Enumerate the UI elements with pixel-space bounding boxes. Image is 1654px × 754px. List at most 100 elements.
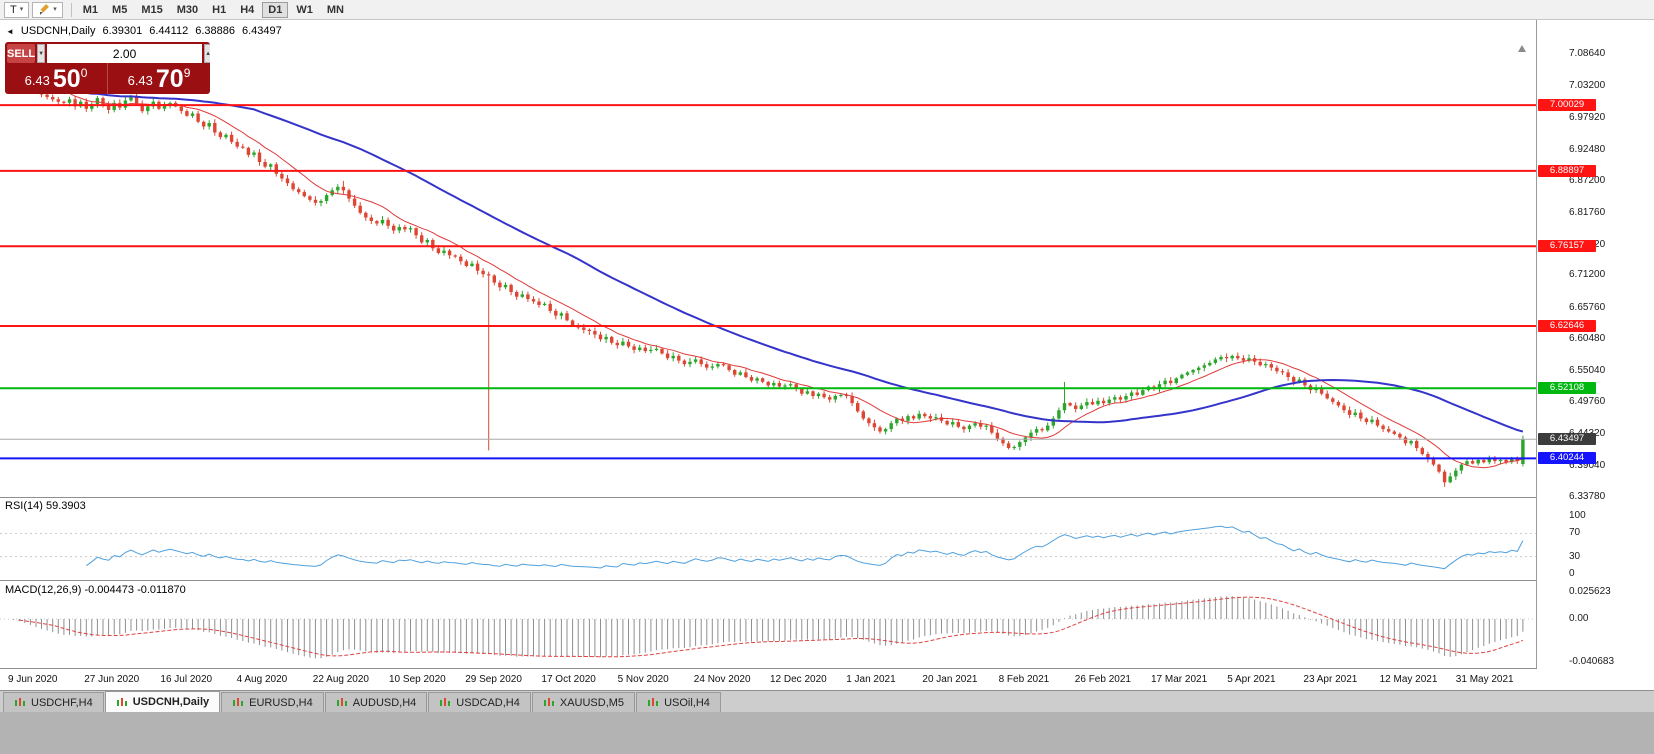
- price-axis-label: 6.55040: [1569, 364, 1606, 376]
- chart-tab-eurusd-h4[interactable]: EURUSD,H4: [221, 692, 324, 712]
- chart-icon: [232, 697, 244, 708]
- date-axis-label: 29 Sep 2020: [465, 674, 522, 685]
- ask-point: 9: [183, 66, 191, 80]
- macd-axis-label: 0.025623: [1569, 585, 1611, 597]
- date-axis-label: 17 Mar 2021: [1151, 674, 1208, 685]
- chart-icon: [439, 697, 451, 708]
- high-value: 6.44112: [149, 25, 189, 37]
- chart-tab-label: USDCHF,H4: [31, 696, 93, 709]
- price-axis-label: 6.65760: [1569, 301, 1606, 313]
- macd-panel[interactable]: [0, 581, 1536, 668]
- low-value: 6.38886: [195, 25, 235, 37]
- date-axis-label: 12 May 2021: [1379, 674, 1438, 685]
- timeframe-button-m1[interactable]: M1: [82, 3, 99, 16]
- symbol-period-label: USDCNH,Daily: [20, 25, 96, 37]
- date-axis-label: 16 Jul 2020: [160, 674, 213, 685]
- ask-pips: 70: [155, 65, 184, 93]
- price-axis-label: 6.49760: [1569, 396, 1606, 408]
- timeframe-button-w1[interactable]: W1: [296, 3, 313, 16]
- one-click-trading-panel: SELL ▼ ▲ BUY 6.43 50 0 6.43 70 9: [5, 42, 210, 94]
- rsi-label: RSI(14) 59.3903: [5, 500, 86, 512]
- price-axis-label: 6.87200: [1569, 174, 1606, 186]
- hline-price-badge: 6.88897: [1538, 164, 1596, 177]
- price-axis-label: 6.97920: [1569, 111, 1606, 123]
- timeframe-button-m15[interactable]: M15: [141, 3, 163, 16]
- timeframe-button-mn[interactable]: MN: [326, 3, 344, 16]
- chart-icon: [336, 697, 348, 708]
- timeframe-button-m30[interactable]: M30: [176, 3, 199, 16]
- chart-tab-label: AUDUSD,H4: [352, 696, 417, 709]
- ask-price[interactable]: 6.43 70 9: [108, 63, 210, 94]
- macd-axis-label: -0.040683: [1569, 656, 1615, 668]
- chart-tab-label: USOil,H4: [664, 696, 710, 709]
- price-axis-label: 6.33780: [1569, 490, 1606, 502]
- date-axis-label: 1 Jan 2021: [846, 674, 896, 685]
- price-axis-label: 7.08640: [1569, 48, 1606, 60]
- timeframe-button-h1[interactable]: H1: [212, 3, 227, 16]
- panel-separator[interactable]: [0, 497, 1654, 498]
- timeframe-button-d1[interactable]: D1: [262, 1, 289, 18]
- timeframe-button-h4[interactable]: H4: [240, 3, 255, 16]
- close-value: 6.43497: [241, 25, 282, 37]
- chart-icon: [14, 697, 26, 708]
- chart-tab-label: USDCNH,Daily: [132, 696, 210, 708]
- macd-axis-label: 0.00: [1569, 613, 1589, 624]
- cursor-tool-button[interactable]: T ▾: [4, 1, 30, 18]
- date-axis-label: 12 Dec 2020: [770, 674, 827, 685]
- chart-tab-bar: USDCHF,H4 USDCNH,Daily EURUSD,H4 AUDUSD,H4 U…: [0, 690, 1654, 712]
- price-axis-label: 6.60480: [1569, 332, 1606, 344]
- timeframe-group: M1 M5 M15 M30 H1 H4 D1 W1 MN: [77, 1, 350, 18]
- chart-icon: [116, 697, 128, 708]
- chart-tab-usoil-h4[interactable]: USOil,H4: [636, 692, 721, 712]
- chart-tab-audusd-h4[interactable]: AUDUSD,H4: [324, 692, 428, 712]
- bid-base: 6.43: [24, 73, 50, 88]
- chevron-down-icon: ▾: [53, 6, 57, 13]
- main-chart[interactable]: [0, 20, 1536, 497]
- ohlc-header: ◄ USDCNH,Daily 6.39301 6.44112 6.38886 6…: [6, 25, 282, 37]
- back-arrow-icon[interactable]: ◄: [6, 26, 14, 36]
- draw-tool-button[interactable]: ▾: [32, 1, 63, 18]
- sell-button[interactable]: SELL: [7, 44, 36, 63]
- panel-separator[interactable]: [0, 580, 1654, 581]
- price-axis-label: 6.92480: [1569, 143, 1606, 155]
- rsi-panel[interactable]: [0, 498, 1536, 580]
- chart-tab-xauusd-m5[interactable]: XAUUSD,M5: [531, 692, 636, 712]
- date-axis-label: 9 Jun 2020: [8, 674, 58, 685]
- date-axis-label: 8 Feb 2021: [998, 674, 1050, 685]
- timeframe-button-m5[interactable]: M5: [112, 3, 128, 16]
- chart-tab-label: EURUSD,H4: [249, 696, 313, 709]
- date-axis-label: 31 May 2021: [1455, 674, 1514, 685]
- hline-price-badge: 6.40244: [1538, 452, 1596, 465]
- bid-price[interactable]: 6.43 50 0: [5, 63, 108, 94]
- bid-point: 0: [80, 66, 88, 80]
- price-axis-label: 7.03200: [1569, 80, 1606, 92]
- date-axis-label: 27 Jun 2020: [84, 674, 140, 685]
- date-axis-label: 4 Aug 2020: [236, 674, 288, 685]
- date-axis-label: 20 Jan 2021: [922, 674, 978, 685]
- ask-base: 6.43: [127, 73, 153, 88]
- date-axis-label: 5 Nov 2020: [617, 674, 669, 685]
- chart-icon: [543, 697, 555, 708]
- rsi-axis-label: 100: [1569, 510, 1586, 521]
- open-value: 6.39301: [102, 25, 143, 37]
- price-axis-label: 6.39040: [1569, 459, 1606, 471]
- chart-tab-usdcad-h4[interactable]: USDCAD,H4: [428, 692, 531, 712]
- macd-label: MACD(12,26,9) -0.004473 -0.011870: [5, 584, 186, 596]
- volume-input[interactable]: [47, 44, 203, 63]
- volume-decrease-button[interactable]: ▼: [37, 44, 46, 63]
- rsi-axis-label: 30: [1569, 550, 1581, 562]
- hline-price-badge: 6.52108: [1538, 382, 1596, 395]
- hline-price-badge: 7.00029: [1538, 99, 1596, 112]
- volume-increase-button[interactable]: ▲: [204, 44, 210, 63]
- date-axis[interactable]: 9 Jun 2020 27 Jun 2020 16 Jul 2020 4 Aug 20…: [0, 669, 1536, 690]
- date-axis-label: 24 Nov 2020: [693, 674, 751, 685]
- toolbar: T ▾ ▾ M1 M5 M15 M30 H1 H4 D1 W1 MN: [0, 0, 1654, 20]
- last-price-badge: 6.43497: [1538, 433, 1596, 446]
- date-axis-label: 5 Apr 2021: [1227, 674, 1276, 685]
- chart-tab-usdchf-h4[interactable]: USDCHF,H4: [3, 692, 104, 712]
- date-axis-label: 26 Feb 2021: [1074, 674, 1131, 685]
- chart-tab-usdcnh-daily[interactable]: USDCNH,Daily: [104, 691, 221, 712]
- cursor-tool-label: T: [10, 3, 17, 16]
- price-axis[interactable]: 7.08640 7.03200 6.97920 6.92480 6.87200 6.817…: [1537, 0, 1654, 690]
